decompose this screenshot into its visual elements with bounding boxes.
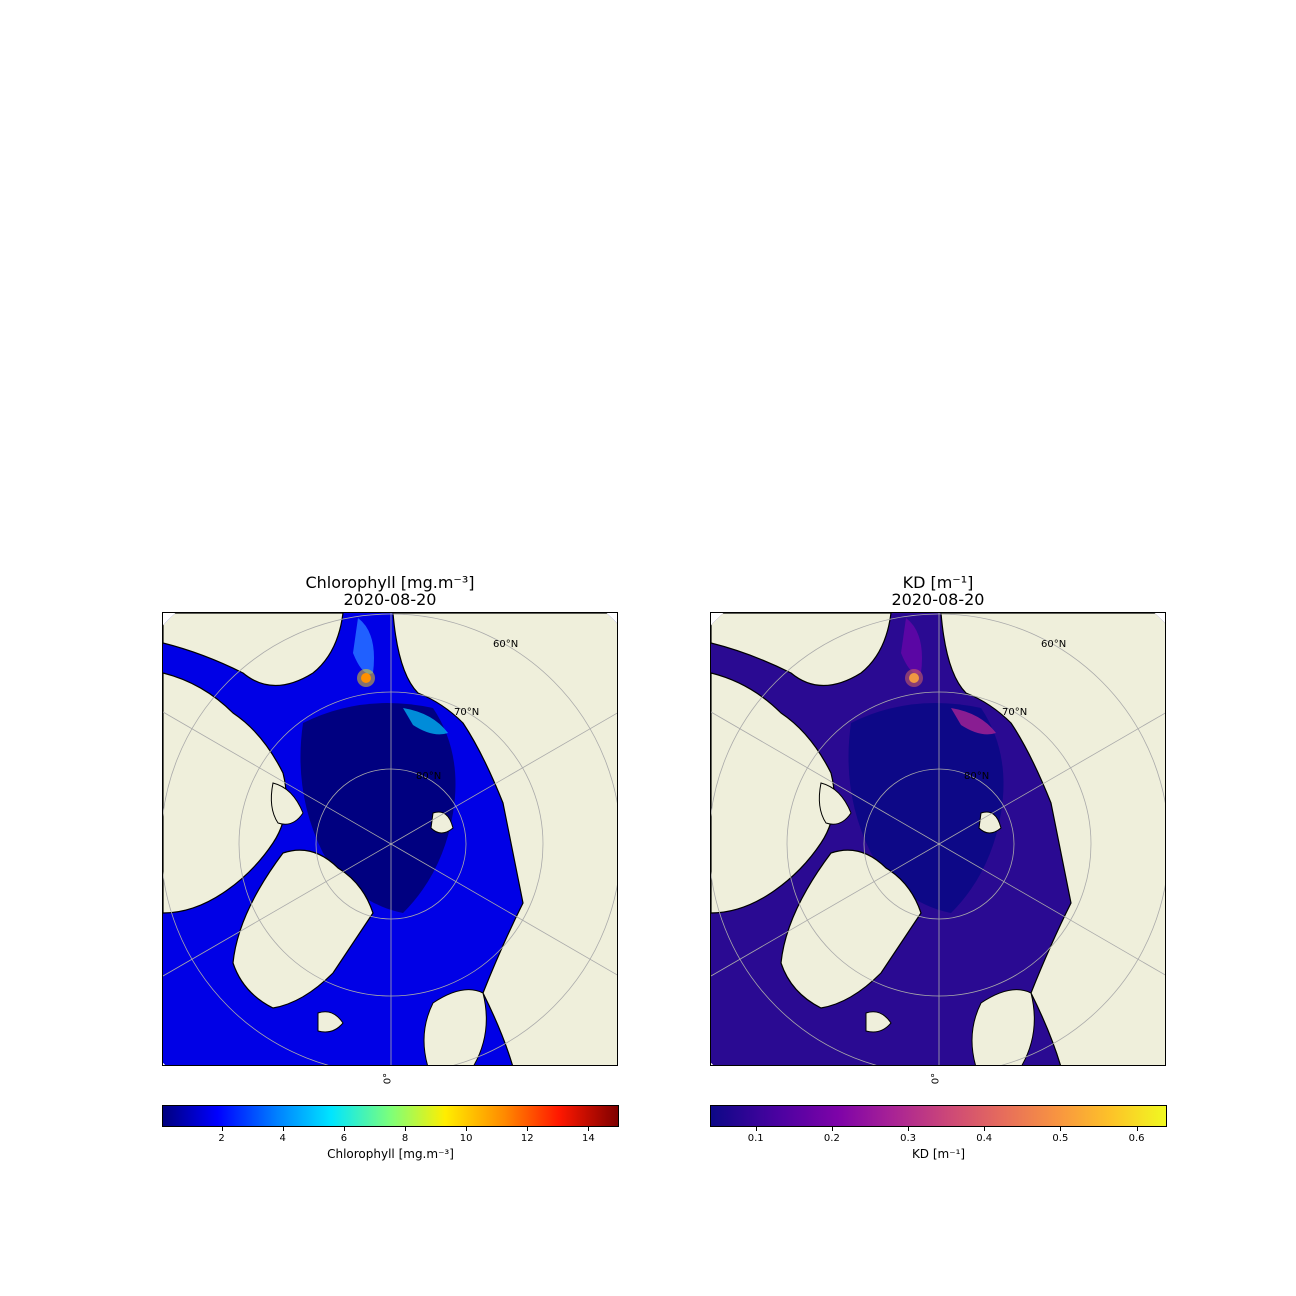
chlorophyll-lon-label: 0° (382, 1072, 394, 1085)
central-basin (848, 703, 1004, 913)
land-alaska (711, 613, 892, 686)
lat-label-60: 60°N (493, 639, 518, 650)
meridian (390, 843, 617, 976)
meridian (163, 711, 392, 845)
meridian (390, 712, 617, 845)
meridian (163, 843, 392, 977)
meridian (711, 843, 940, 977)
colorbar-tick-label: 0.6 (1128, 1133, 1145, 1144)
bloom-patch (353, 618, 374, 674)
land-iceland (317, 1011, 344, 1033)
turbid-hotspot-halo (905, 669, 923, 687)
colorbar-tick (527, 1127, 529, 1131)
colorbar-tick (1136, 1127, 1138, 1131)
colorbar-tick (466, 1127, 468, 1131)
land-scandinavia (423, 989, 487, 1065)
colorbar-tick-label: 12 (520, 1133, 534, 1144)
colorbar-tick (984, 1127, 986, 1131)
meridian (938, 712, 1165, 845)
colorbar-tick-label: 8 (401, 1133, 409, 1144)
kd-date: 2020-08-20 (891, 590, 985, 609)
colorbar-tick (343, 1127, 345, 1131)
chlorophyll-map: 60°N 70°N 80°N (162, 612, 618, 1066)
colorbar-tick-label: 14 (582, 1133, 595, 1144)
chlorophyll-date: 2020-08-20 (343, 590, 437, 609)
graticule (163, 613, 617, 1065)
chlorophyll-map-svg: 60°N 70°N 80°N (163, 613, 617, 1065)
colorbar-tick (831, 1127, 833, 1131)
colorbar-tick (588, 1127, 590, 1131)
chlorophyll-map-title: Chlorophyll [mg.m⁻³] 2020-08-20 (160, 574, 620, 608)
lat-label-70: 70°N (1002, 707, 1027, 718)
lat-label-80: 80°N (416, 771, 441, 782)
graticule (711, 613, 1165, 1065)
turbid-patch (951, 708, 996, 735)
kd-title-text: KD [m⁻¹] (902, 573, 974, 592)
colorbar-tick (221, 1127, 223, 1131)
meridian (938, 843, 1165, 976)
colorbar-tick (908, 1127, 910, 1131)
bloom-patch (403, 708, 448, 735)
land-alaska (163, 613, 344, 686)
colorbar-tick (1060, 1127, 1062, 1131)
chlorophyll-colorbar (162, 1105, 619, 1127)
colorbar-tick (755, 1127, 757, 1131)
colorbar-tick (405, 1127, 407, 1131)
colorbar-tick (282, 1127, 284, 1131)
land-iceland (865, 1011, 892, 1033)
land-scandinavia (971, 989, 1035, 1065)
land-eurasia (392, 613, 617, 1065)
land-island (818, 782, 852, 825)
central-basin (300, 703, 456, 913)
kd-colorbar-label: KD [m⁻¹] (911, 1147, 966, 1161)
colorbar-tick-label: 6 (340, 1133, 348, 1144)
colorbar-tick-label: 0.5 (1052, 1133, 1069, 1144)
colorbar-tick-label: 0.1 (747, 1133, 764, 1144)
turbid-patch (901, 618, 922, 674)
land-greenland (232, 849, 374, 1009)
meridian (711, 711, 940, 845)
land-greenland (780, 849, 922, 1009)
kd-map-svg: 60°N 70°N 80°N (711, 613, 1165, 1065)
lat-label-80: 80°N (964, 771, 989, 782)
chlorophyll-title-text: Chlorophyll [mg.m⁻³] (305, 573, 475, 592)
lat-label-60: 60°N (1041, 639, 1066, 650)
kd-map: 60°N 70°N 80°N (710, 612, 1166, 1066)
lat-label-70: 70°N (454, 707, 479, 718)
kd-map-title: KD [m⁻¹] 2020-08-20 (708, 574, 1168, 608)
colorbar-tick-label: 0.3 (900, 1133, 916, 1144)
colorbar-tick-label: 4 (279, 1133, 286, 1144)
land-eurasia (940, 613, 1165, 1065)
kd-colorbar (710, 1105, 1167, 1127)
kd-lon-label: 0° (930, 1072, 942, 1085)
colorbar-tick-label: 2 (218, 1133, 225, 1144)
land-island (270, 782, 304, 825)
chlorophyll-colorbar-label: Chlorophyll [mg.m⁻³] (327, 1147, 454, 1161)
colorbar-tick-label: 0.2 (823, 1133, 840, 1144)
colorbar-tick-label: 0.4 (976, 1133, 993, 1144)
bloom-hotspot-halo (357, 669, 375, 687)
colorbar-tick-label: 10 (459, 1133, 473, 1144)
